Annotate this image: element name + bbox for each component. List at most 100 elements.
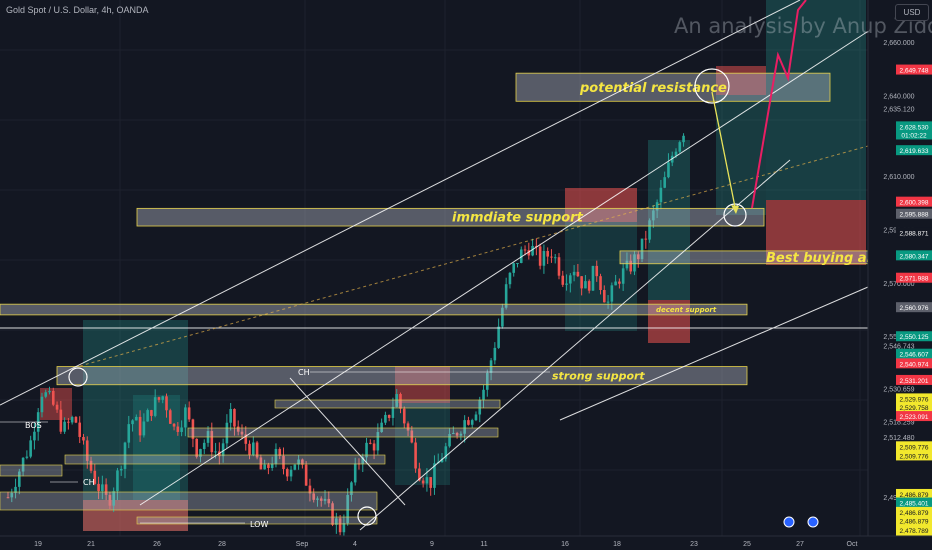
price-tag-label: 2,509.776	[900, 444, 929, 451]
candle-body	[135, 416, 138, 421]
candle-body	[550, 256, 553, 258]
price-tick-label: 2,570.000	[883, 281, 914, 288]
candle-body	[312, 493, 315, 500]
candle-body	[399, 394, 402, 409]
price-tag	[896, 196, 932, 207]
order-blocks	[40, 0, 866, 531]
candle-body	[78, 422, 82, 437]
candle-body	[621, 268, 625, 284]
candle-body	[180, 427, 183, 432]
price-tag	[896, 227, 932, 238]
price-tag	[896, 393, 932, 404]
candle-body	[365, 442, 368, 458]
zone-immediate-support	[136, 207, 765, 227]
candle-body	[542, 251, 546, 266]
candle-body	[108, 494, 112, 506]
price-tick-label: 2,530.659	[883, 386, 914, 393]
candle-body	[463, 420, 466, 434]
candle-body	[225, 422, 229, 444]
candle-body	[104, 484, 108, 495]
candle-body	[501, 307, 504, 327]
candle-body	[565, 283, 568, 285]
candle-body	[101, 484, 104, 492]
price-tag-label: 2,560.976	[900, 305, 929, 312]
candle-body	[535, 245, 538, 247]
candle-body	[267, 464, 270, 468]
time-tick-label: 4	[353, 541, 357, 548]
candle-body	[485, 372, 489, 390]
candle-body	[614, 281, 617, 286]
price-tick-label: 2,512.480	[883, 435, 914, 442]
candle-body	[410, 430, 414, 443]
candle-body	[187, 407, 191, 420]
candle-body	[350, 482, 353, 495]
price-tag-label: 2,478.789	[900, 528, 929, 535]
candle-body	[301, 459, 304, 465]
candle-body	[448, 433, 451, 447]
zone-decent-support	[0, 303, 748, 316]
candle-body	[199, 449, 202, 457]
price-tag	[896, 402, 932, 413]
candle-body	[82, 436, 85, 441]
candle-body	[123, 442, 127, 469]
time-tick-label: 19	[34, 541, 42, 548]
candle-body	[293, 464, 297, 470]
candle-body	[112, 491, 115, 506]
candle-body	[369, 442, 372, 444]
zone-label-best-buying-area: Best buying area	[766, 251, 891, 266]
candle-body	[444, 446, 448, 459]
price-tick-label: 2,610.000	[883, 174, 914, 181]
candle-body	[470, 420, 474, 425]
price-tag-label: 2,486.879	[900, 519, 929, 526]
candle-body	[67, 421, 70, 423]
candle-body	[236, 426, 240, 432]
candle-body	[97, 483, 100, 492]
zone-label-potential-resistance: potential resistance	[579, 81, 727, 96]
candle-body	[602, 290, 606, 303]
candle-body	[633, 254, 636, 272]
price-tag-label: 2,529.976	[900, 396, 929, 403]
price-tag-label: 2,485.401	[900, 501, 929, 508]
candle-body	[6, 497, 10, 499]
structure-box	[274, 399, 501, 409]
structure-box	[136, 516, 378, 525]
candle-body	[259, 457, 263, 470]
candle-body	[335, 518, 338, 525]
structure-boxes	[0, 399, 501, 525]
time-tick-label: 28	[218, 541, 226, 548]
candle-body	[629, 260, 633, 272]
candle-body	[595, 265, 599, 277]
candle-body	[63, 421, 66, 432]
structure-box	[0, 464, 63, 477]
candle-body	[591, 265, 595, 291]
candle-body	[667, 162, 670, 178]
price-tag-label: 2,580.347	[900, 253, 929, 260]
time-tick-label: 27	[796, 541, 804, 548]
currency-selector[interactable]: USD	[895, 4, 929, 21]
circle-highlight	[357, 506, 377, 526]
candle-body	[221, 443, 225, 457]
candle-body	[391, 406, 395, 418]
candle-body	[244, 434, 248, 444]
price-tag	[896, 145, 932, 156]
diagonal-break-line	[289, 377, 406, 506]
candle-body	[519, 249, 523, 263]
time-tick-label: 16	[561, 541, 569, 548]
candle-body	[172, 423, 176, 427]
event-flag-icon	[783, 516, 795, 528]
candle-body	[504, 284, 508, 308]
candle-body	[610, 285, 614, 302]
candle-body	[380, 422, 383, 433]
price-tick-label: 2,640.000	[883, 94, 914, 101]
candle-body	[440, 458, 444, 463]
candle-body	[210, 431, 214, 453]
candle-body	[161, 396, 165, 400]
candle-body	[395, 394, 399, 407]
candle-body	[414, 442, 417, 469]
candle-body	[146, 410, 149, 422]
candle-body	[418, 468, 421, 481]
candle-body	[74, 416, 78, 423]
time-tick-label: Sep	[296, 541, 309, 548]
